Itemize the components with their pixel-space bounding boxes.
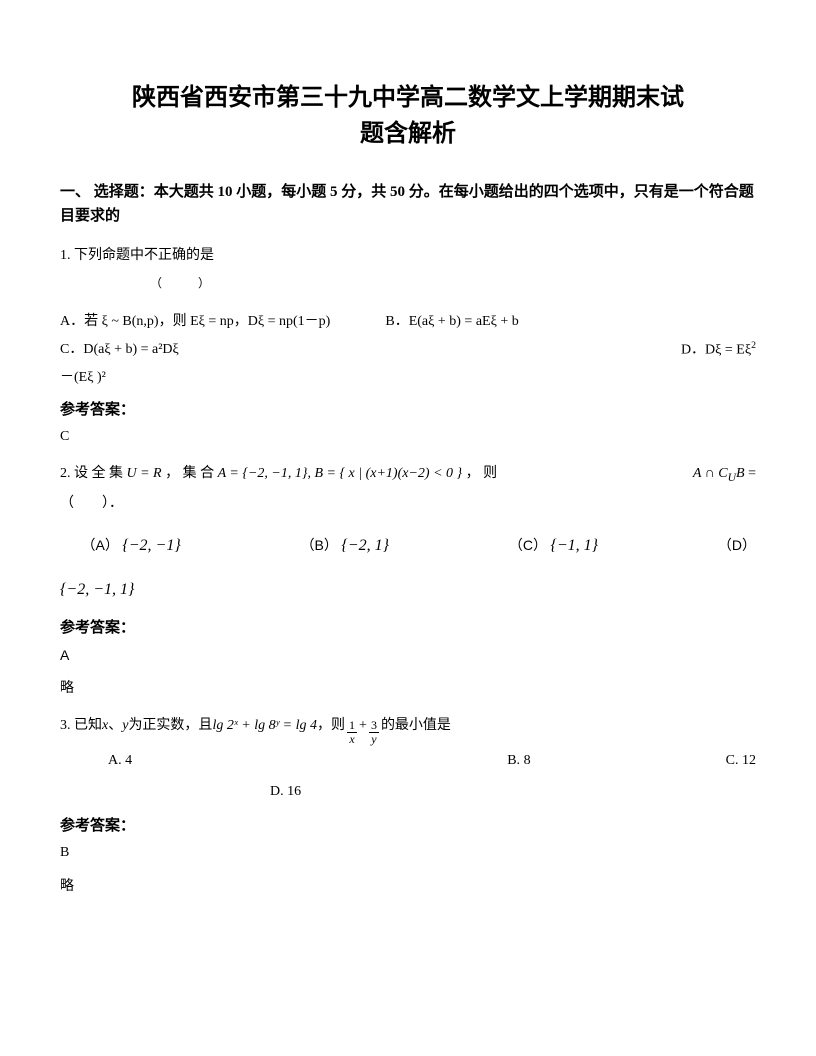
q3-opt-a: 4 [125,753,132,768]
q2-answer: A [60,647,756,663]
q3-frac2-den: y [369,733,379,746]
q2-result-sub: U [728,471,736,484]
q3-frac1-den: x [347,733,357,746]
q3-plus: + [359,711,367,742]
q3-pre: 3. 已知 [60,711,102,742]
q1-opt-a: A．若 ξ ~ B(n,p)，则 Eξ = np，Dξ = np(1－p) [60,314,330,329]
question-1: 1. 下列命题中不正确的是 （ ） [60,242,756,298]
q3-answer-label: 参考答案： [60,814,756,835]
q2-opt-a: {−2, −1} [122,537,180,554]
q2-opt-d: {−2, −1, 1} [60,581,134,598]
q3-mid2: ，则 [317,711,345,742]
q2-note: 略 [60,677,756,697]
q3-opt-b: 8 [524,753,531,768]
q2-answer-label: 参考答案： [60,616,756,637]
q3-opt-c: 12 [742,753,756,768]
q1-answer: C [60,429,756,445]
q3-opt-a-label: A. [108,753,125,768]
exam-page: 陕西省西安市第三十九中学高二数学文上学期期末试 题含解析 一、 选择题：本大题共… [0,0,816,949]
q1-opt-d-pre: D．Dξ = Eξ [681,343,751,358]
q2-opt-b: {−2, 1} [341,537,389,554]
q2-opt-c-label: （C） [509,537,547,553]
q3-answer: B [60,845,756,861]
section-1-heading: 一、 选择题：本大题共 10 小题，每小题 5 分，共 50 分。在每小题给出的… [60,180,756,228]
q3-tail: 的最小值是 [381,711,451,742]
q2-opt-d-row: {−2, −1, 1} [60,574,756,606]
q1-opt-b: B．E(aξ + b) = aEξ + b [385,314,518,329]
q3-opt-c-label: C. [726,753,742,768]
q2-mid2: ， 则 [466,466,498,481]
q2-opt-a-label: （A） [82,537,119,553]
q2-opt-d-label: （D） [718,537,756,553]
q2-result-1: A ∩ C [693,466,728,481]
q3-options-row1: A. 4 B. 8 C. 12 [60,746,756,777]
q2-pre: 2. 设 全 集 [60,466,127,481]
q2-expr-u: U = R [127,466,162,481]
q3-note: 略 [60,875,756,895]
q3-options-row2: D. 16 [60,777,756,808]
q3-sep: 、 [108,711,122,742]
q1-opt-d-sup: 2 [751,340,756,351]
q1-options-row3: －(Eξ )² [60,364,756,392]
q3-frac2-num: 3 [369,719,379,733]
question-2-stem: 2. 设 全 集 U = R ， 集 合 A = {−2, −1, 1}, B … [60,459,756,490]
question-3-stem: 3. 已知 x 、 y 为正实数，且 lg 2ˣ + lg 8ʸ = lg 4 … [60,711,756,746]
q3-mid1: 为正实数，且 [128,711,212,742]
q1-stem: 1. 下列命题中不正确的是 [60,248,214,263]
title-line-2: 题含解析 [360,121,456,147]
title-line-1: 陕西省西安市第三十九中学高二数学文上学期期末试 [132,85,684,111]
q2-expr-ab: A = {−2, −1, 1}, B = { x | (x+1)(x−2) < … [218,466,463,481]
q2-opt-b-label: （B） [301,537,338,553]
q1-options-row1: A．若 ξ ~ B(n,p)，则 Eξ = np，Dξ = np(1－p) B．… [60,308,756,336]
q3-frac1-num: 1 [347,719,357,733]
q2-eq: = [748,466,756,481]
page-title: 陕西省西安市第三十九中学高二数学文上学期期末试 题含解析 [60,80,756,152]
q3-opt-b-label: B. [507,753,523,768]
q2-mid1: ， 集 合 [165,466,218,481]
q3-log: lg 2ˣ + lg 8ʸ = lg 4 [212,711,317,742]
q3-opt-d-label: D. [270,784,287,799]
q2-blank-paren: （ ）． [60,490,756,518]
q2-options-row: （A） {−2, −1} （B） {−2, 1} （C） {−1, 1} （D） [60,528,756,563]
q3-opt-d: 16 [287,784,301,799]
q1-blank-paren: （ ） [150,271,210,295]
q3-frac1: 1 x [347,719,357,746]
q1-opt-c: C．D(aξ + b) = a²Dξ [60,342,179,357]
q2-result-2: B [736,466,745,481]
q3-frac2: 3 y [369,719,379,746]
q1-answer-label: 参考答案： [60,398,756,419]
q1-opt-d-tail: －(Eξ )² [60,370,106,385]
q2-opt-c: {−1, 1} [550,537,598,554]
q1-options-row2: C．D(aξ + b) = a²Dξ D．Dξ = Eξ2 [60,336,756,364]
